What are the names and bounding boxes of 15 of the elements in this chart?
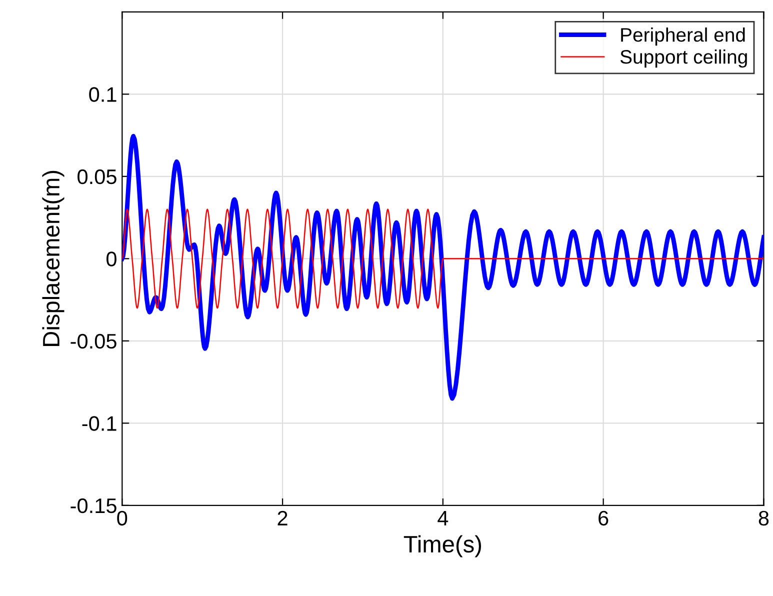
- legend-label: Support ceiling: [620, 49, 747, 68]
- y-tick-label: -0.1: [82, 416, 116, 431]
- x-axis-title: Time(s): [404, 535, 482, 558]
- x-tick-label: 6: [598, 510, 608, 526]
- y-axis-title: Displacement(m): [42, 170, 64, 346]
- x-tick-label: 4: [438, 511, 448, 526]
- legend-label: Peripheral end: [621, 27, 745, 46]
- x-tick-label: 8: [758, 510, 769, 526]
- y-tick-label: -0.15: [70, 498, 116, 514]
- x-tick-label: 0: [117, 510, 128, 526]
- y-tick-label: 0.1: [89, 87, 116, 102]
- y-tick-label: 0: [106, 252, 116, 266]
- y-tick-label: -0.05: [70, 334, 116, 349]
- x-tick-label: 2: [278, 510, 288, 526]
- y-tick-label: 0.05: [78, 169, 116, 184]
